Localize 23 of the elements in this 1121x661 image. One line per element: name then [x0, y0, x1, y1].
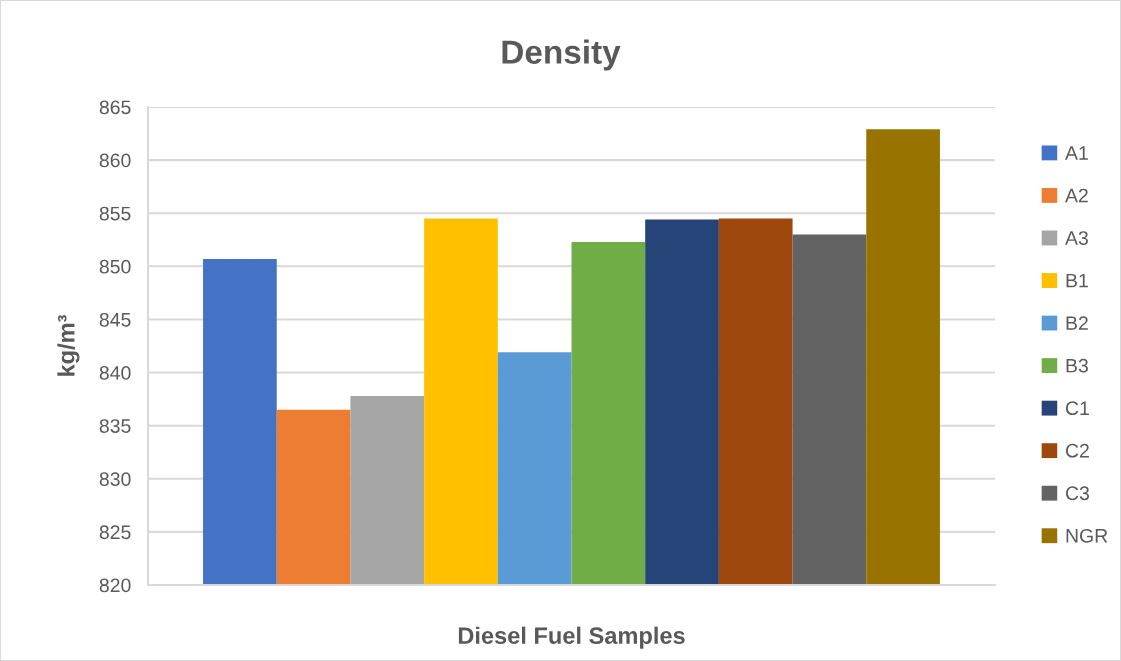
- y-tick-label: 840: [99, 366, 131, 380]
- y-tick-label: 820: [99, 578, 131, 593]
- y-tick-label: 850: [99, 259, 131, 274]
- y-tick-label: 865: [99, 100, 131, 115]
- chart-title: Density: [502, 39, 621, 71]
- legend-label: C3: [1065, 486, 1089, 501]
- y-tick-label: 845: [99, 312, 131, 327]
- x-axis-title: Diesel Fuel Samples: [458, 626, 685, 649]
- legend-label: C2: [1065, 443, 1089, 458]
- y-tick-label: 835: [99, 419, 131, 433]
- legend-label: B3: [1066, 358, 1088, 373]
- legend-label: B1: [1066, 273, 1088, 288]
- legend-label: A3: [1065, 231, 1088, 245]
- legend-label: A2: [1065, 188, 1088, 203]
- y-tick-label: 825: [99, 525, 131, 540]
- legend-label: NGR: [1066, 528, 1108, 543]
- y-tick-label: 855: [99, 206, 131, 221]
- y-tick-label: 830: [99, 472, 131, 487]
- legend-label: A1: [1065, 146, 1088, 160]
- legend-label: B2: [1066, 316, 1088, 330]
- y-tick-label: 860: [99, 153, 131, 168]
- legend-label: C1: [1065, 401, 1089, 416]
- y-axis-title: kg/m³: [57, 315, 80, 376]
